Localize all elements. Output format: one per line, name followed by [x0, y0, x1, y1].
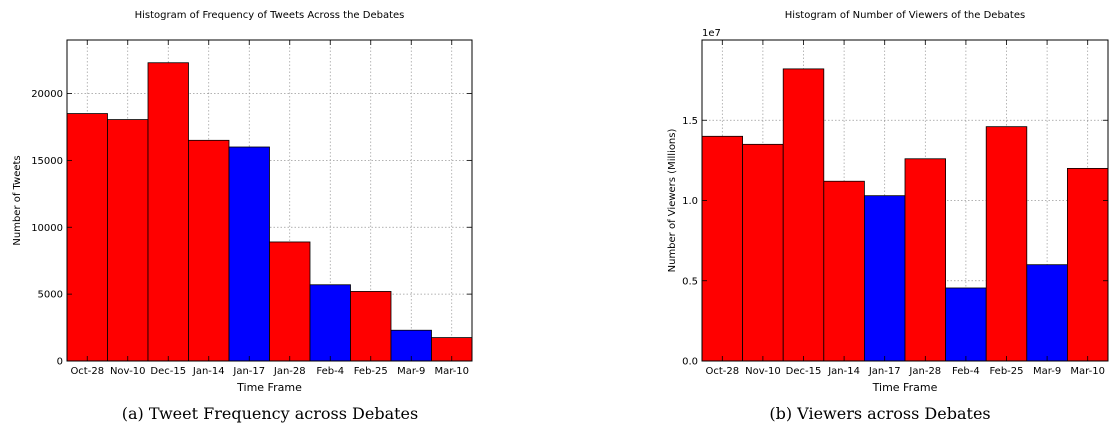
x-axis-label: Time Frame: [872, 381, 938, 394]
x-tick-label: Jan-17: [232, 366, 265, 377]
bar-jan-28: [269, 241, 311, 362]
x-tick-label: Oct-28: [705, 366, 739, 377]
bar-jan-14: [188, 139, 230, 362]
x-tick-label: Oct-28: [70, 366, 104, 377]
y-scale-multiplier: 1e7: [702, 28, 721, 39]
x-tick-label: Jan-14: [827, 366, 860, 377]
chart-viewers: Histogram of Number of Viewers of the De…: [667, 10, 1109, 394]
x-tick-label: Dec-15: [150, 366, 186, 377]
x-tick-label: Mar-10: [1070, 366, 1105, 377]
y-tick-label: 0.5: [682, 276, 698, 287]
y-tick-label: 20000: [31, 89, 63, 100]
y-axis-label: Number of Viewers (Millions): [667, 129, 678, 273]
bar-jan-17: [228, 146, 270, 362]
y-tick-label: 15000: [31, 156, 63, 167]
bar-nov-10: [742, 143, 784, 362]
x-tick-label: Nov-10: [110, 366, 146, 377]
bar-mar-10: [1067, 167, 1109, 362]
plot-frame: [66, 39, 473, 362]
caption-tweet-frequency: (a) Tweet Frequency across Debates: [121, 404, 419, 423]
bar-feb-4: [945, 287, 987, 362]
bar-oct-28: [66, 113, 108, 362]
x-tick-label: Mar-10: [434, 366, 469, 377]
x-tick-label: Feb-4: [952, 366, 980, 377]
x-tick-label: Feb-25: [354, 366, 388, 377]
figure: Histogram of Frequency of Tweets Across …: [12, 10, 1109, 394]
bar-feb-25: [985, 126, 1028, 362]
x-tick-label: Jan-14: [192, 366, 225, 377]
chart-tweets: Histogram of Frequency of Tweets Across …: [12, 10, 473, 394]
bar-jan-14: [823, 180, 865, 362]
bar-dec-15: [147, 62, 189, 362]
x-tick-label: Mar-9: [397, 366, 425, 377]
bar-mar-9: [1026, 264, 1068, 362]
x-tick-label: Jan-28: [908, 366, 941, 377]
x-tick-label: Mar-9: [1033, 366, 1061, 377]
y-tick-label: 10000: [31, 223, 63, 234]
chart-title: Histogram of Frequency of Tweets Across …: [135, 10, 405, 21]
y-tick-label: 1.5: [682, 116, 698, 127]
bar-dec-15: [782, 68, 825, 362]
x-tick-label: Jan-17: [868, 366, 901, 377]
x-tick-label: Dec-15: [786, 366, 822, 377]
caption-viewers: (b) Viewers across Debates: [769, 404, 991, 423]
bar-feb-4: [309, 284, 351, 362]
y-tick-label: 1.0: [682, 196, 698, 207]
y-tick-label: 0: [57, 357, 63, 368]
x-tick-label: Nov-10: [745, 366, 781, 377]
y-tick-label: 5000: [38, 290, 63, 301]
y-axis-label: Number of Tweets: [12, 155, 23, 245]
bar-oct-28: [701, 135, 743, 362]
bar-jan-28: [904, 158, 946, 362]
x-axis-label: Time Frame: [236, 381, 302, 394]
y-tick-label: 0.0: [682, 357, 698, 368]
x-tick-label: Jan-28: [273, 366, 306, 377]
bar-jan-17: [864, 195, 906, 362]
bar-feb-25: [350, 291, 392, 362]
x-tick-label: Feb-4: [316, 366, 344, 377]
x-tick-label: Feb-25: [989, 366, 1023, 377]
chart-title: Histogram of Number of Viewers of the De…: [785, 10, 1025, 21]
bar-nov-10: [107, 119, 149, 362]
